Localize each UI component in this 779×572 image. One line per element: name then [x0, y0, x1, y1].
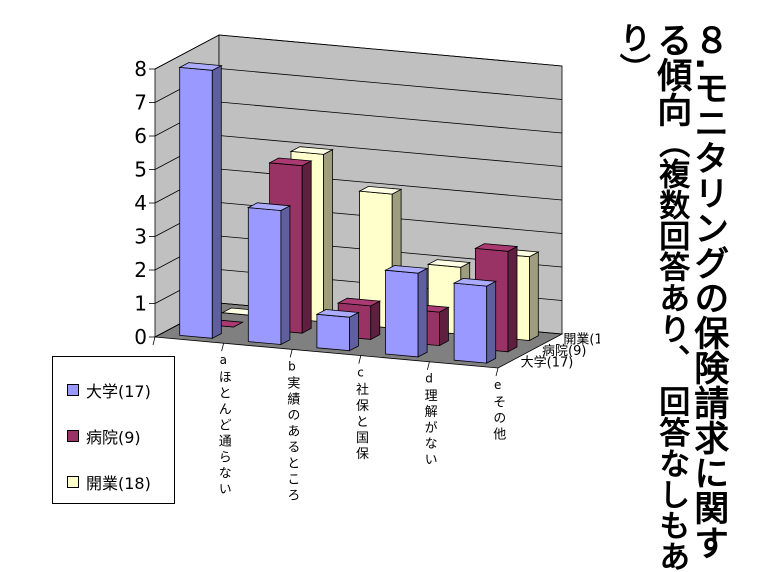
bar-top — [474, 243, 519, 252]
legend-label-hospital: 病院(9) — [86, 428, 141, 447]
bar — [246, 202, 292, 346]
x-label-letter: b — [288, 359, 296, 373]
legend-item-university: 大学(17) — [67, 379, 151, 401]
bar-top — [315, 309, 360, 318]
x-tick-mark — [221, 343, 224, 352]
x-tick-mark — [289, 349, 293, 358]
y-tick-label: 4 — [134, 191, 147, 215]
bar-top — [268, 157, 313, 167]
bar-top — [358, 185, 403, 195]
gridline — [154, 34, 563, 70]
bar-top — [384, 265, 429, 274]
legend-label-university: 大学(17) — [86, 382, 151, 401]
x-label-text: 理解がない — [422, 389, 438, 469]
bar — [384, 265, 429, 358]
bar-side — [323, 148, 333, 323]
chart-title-line-2-sub: （複数回答あり、 回答なしもあ — [653, 127, 690, 572]
bar-side — [417, 267, 428, 358]
x-label-letter: d — [425, 372, 433, 386]
x-tick-label: e その他 — [490, 378, 506, 443]
chart-legend: 大学(17) 病院(9) 開業(18) — [52, 356, 175, 504]
x-label-text: ほとんど通らない — [216, 370, 232, 498]
legend-swatch-hospital — [67, 430, 79, 442]
bar-side — [280, 205, 291, 346]
chart-title-line-2-main: る傾向 — [651, 22, 692, 127]
y-tick-label: 7 — [134, 91, 147, 115]
depth-tick-label: 開業(18) — [563, 332, 600, 348]
bar-side — [349, 311, 359, 352]
x-tick-mark — [152, 336, 156, 346]
x-tick-label: a ほとんど通らない — [216, 353, 232, 498]
depth-tick-label: 病院(9) — [542, 344, 586, 359]
chart-title-line-1: ８.モニタリングの保険請求に関す — [688, 22, 729, 561]
bar-top — [178, 62, 223, 71]
x-label-text: その他 — [490, 395, 506, 443]
y-tick-label: 1 — [134, 292, 147, 316]
x-label-letter: c — [357, 366, 364, 380]
bar-top — [452, 277, 498, 287]
chart-title-line-2: る傾向（複数回答あり、 回答なしもあ — [651, 22, 692, 572]
bar-front — [316, 313, 350, 352]
y-tick-label: 3 — [134, 225, 147, 249]
chart-bars — [178, 62, 540, 364]
legend-item-clinic: 開業(18) — [67, 471, 151, 493]
bar-side — [507, 245, 518, 353]
bar — [315, 309, 360, 352]
bar-front — [453, 282, 488, 364]
bar-side — [486, 280, 497, 364]
chart-title-line-3: り） — [613, 22, 650, 84]
depth-axis-labels: 大学(17)病院(9)開業(18) — [521, 332, 600, 371]
x-label-text: 実績のあるところ — [284, 376, 300, 505]
legend-item-hospital: 病院(9) — [67, 425, 141, 447]
bar-top — [246, 202, 292, 211]
x-tick-label: c 社保と国保 — [353, 366, 369, 463]
bar-top — [336, 297, 382, 307]
legend-label-clinic: 開業(18) — [86, 474, 151, 493]
bar-side — [370, 300, 381, 341]
x-label-letter: e — [494, 378, 501, 392]
x-tick-mark — [495, 367, 499, 377]
bar-chart-3d: 0 1 2 3 4 5 6 7 8 a ほとんど通らない b 実績のあるところ c 社保と国保 d 理解がない… — [134, 34, 600, 504]
x-label-letter: a — [220, 353, 227, 367]
x-tick-label: b 実績のあるところ — [284, 359, 300, 504]
bar-top — [426, 259, 472, 268]
bar-front — [385, 269, 419, 358]
x-label-text: 社保と国保 — [353, 382, 369, 463]
y-tick-label: 6 — [134, 124, 147, 148]
bar-front — [179, 66, 213, 339]
bar-side — [529, 251, 539, 342]
x-tick-mark — [427, 361, 430, 370]
bar-top — [289, 146, 334, 155]
bar — [452, 277, 498, 364]
x-tick-label: d 理解がない — [422, 372, 438, 469]
bar-side — [301, 160, 312, 334]
y-tick-label: 2 — [134, 258, 147, 282]
y-axis-ticks: 0 1 2 3 4 5 6 7 8 — [134, 57, 499, 377]
bar — [178, 62, 223, 339]
x-axis-labels: a ほとんど通らない b 実績のあるところ c 社保と国保 d 理解がない e その他 — [216, 353, 506, 504]
y-tick-label: 0 — [134, 325, 147, 349]
legend-swatch-clinic — [67, 476, 79, 488]
depth-tick-label: 大学(17) — [521, 354, 574, 370]
y-tick-label: 8 — [134, 57, 147, 81]
bar-side — [211, 64, 222, 339]
x-tick-mark — [358, 355, 362, 364]
y-tick-label: 5 — [134, 158, 147, 182]
legend-swatch-university — [67, 384, 79, 396]
bar-side — [438, 306, 449, 347]
bar-front — [247, 207, 282, 345]
